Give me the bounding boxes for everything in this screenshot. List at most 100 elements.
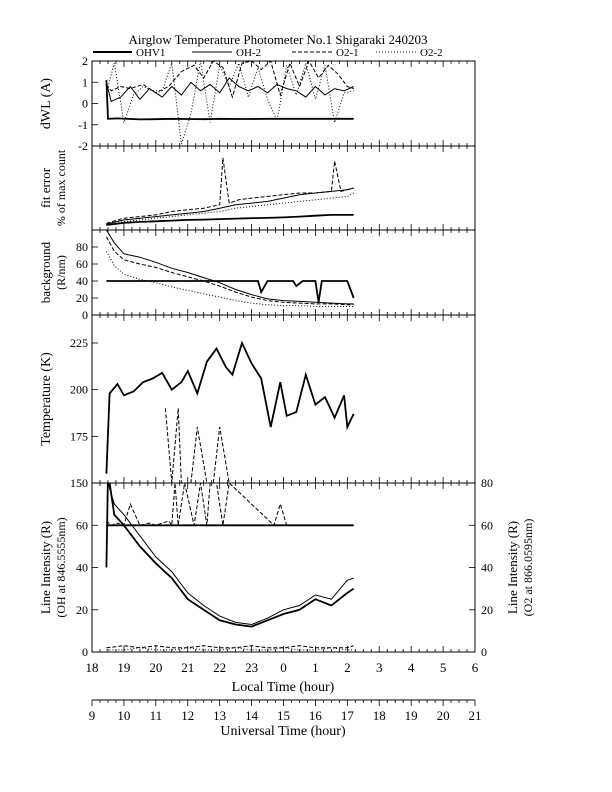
local-tick-label: 23 [245, 660, 258, 675]
y-label2-int: (OH at 846.5555nm) [54, 517, 68, 617]
y-tick-label-right: 20 [481, 603, 493, 617]
series-group-int [105, 483, 355, 651]
series-int-oh2-1 [105, 483, 354, 626]
y-tick-label: 40 [76, 561, 88, 575]
series-dwl-ohv1-0 [105, 80, 354, 121]
y-label2-bg: (R/nm) [54, 255, 68, 290]
ut-tick-label: 14 [245, 708, 259, 723]
series-group-bg [105, 230, 355, 307]
legend-label-o22: O2-2 [420, 47, 443, 59]
local-tick-label: 5 [440, 660, 447, 675]
series-fit-o22-3 [106, 192, 354, 226]
series-temp-o21-1 [164, 408, 242, 483]
local-tick-label: 6 [472, 660, 479, 675]
series-bg-oh2-1 [105, 230, 354, 305]
chart-title: Airglow Temperature Photometer No.1 Shig… [129, 32, 428, 47]
y-label2-fit: % of max count [54, 149, 68, 226]
local-tick-label: 21 [181, 660, 194, 675]
y-tick-label-right: 60 [481, 518, 493, 532]
local-tick-label: 22 [213, 660, 226, 675]
ut-tick-label: 12 [181, 708, 194, 723]
local-tick-label: 4 [408, 660, 415, 675]
y-tick-label: 60 [76, 518, 88, 532]
y-tick-label: 200 [70, 383, 88, 397]
legend-label-ohv1: OHV1 [136, 47, 165, 59]
panel-bg: 0 20 40 60 80 background (R/nm) [38, 229, 476, 322]
y-tick-label: 20 [76, 603, 88, 617]
series-bg-ohv1-0 [106, 280, 355, 303]
series-int-o21-5 [106, 483, 288, 527]
series-group-temp [105, 340, 355, 483]
y-tick-label-right: 80 [481, 476, 493, 490]
y-tick-label: 150 [70, 476, 88, 490]
local-tick-label: 18 [86, 660, 99, 675]
ut-tick-label: 20 [437, 708, 450, 723]
local-time-axis: 18 19 20 21 22 23 0 1 2 3 4 5 6 Local Time (hour) [86, 660, 479, 695]
y-label-right: Line Intensity (R) [505, 521, 520, 614]
series-fit-ohv1-0 [106, 213, 354, 226]
panel-frame-int [91, 482, 476, 653]
series-group-fit [106, 157, 354, 226]
y-label-temp: Temperature (K) [39, 352, 54, 446]
local-tick-label: 3 [376, 660, 383, 675]
local-tick-label: 20 [149, 660, 162, 675]
series-fit-o21-2 [106, 157, 354, 224]
series-bg-o22-3 [105, 251, 354, 307]
local-time-label: Local Time (hour) [232, 680, 335, 695]
y-tick-label: 175 [70, 429, 88, 443]
local-tick-label: 0 [280, 660, 287, 675]
y-tick-label: 60 [76, 257, 88, 271]
y-label-right2: (O2 at 866.0595nm) [521, 519, 535, 617]
y-tick-label: 0 [82, 308, 88, 322]
ut-tick-label: 17 [341, 708, 355, 723]
panels: -2 -1 0 1 2 dWL (A) fit error% of max count 0 20… [38, 54, 535, 659]
series-dwl-o21-2 [106, 61, 354, 99]
universal-time-label: Universal Time (hour) [220, 724, 346, 739]
legend-label-o21: O2-1 [336, 47, 359, 59]
ut-tick-label: 11 [150, 708, 163, 723]
y-tick-label-right: 0 [481, 645, 487, 659]
y-label-fit: fit error [38, 167, 53, 208]
series-int-o21-2 [106, 645, 354, 649]
panel-temp: 150 175 200 225 Temperature (K) [39, 314, 476, 490]
universal-time-axis: 9 10 11 12 13 14 15 16 17 18 19 20 21 Universal Time… [89, 699, 482, 739]
y-label-dwl: dWL (A) [39, 78, 54, 130]
y-tick-label: 2 [82, 54, 88, 68]
ut-tick-label: 21 [469, 708, 482, 723]
y-label-bg: background [38, 241, 53, 303]
ut-tick-label: 15 [277, 708, 290, 723]
series-temp-ohv1-0 [105, 340, 355, 474]
series-group-dwl [105, 61, 354, 145]
y-tick-label: -1 [78, 118, 88, 132]
y-tick-label: 20 [76, 291, 88, 305]
y-label-int: Line Intensity (R) [38, 521, 53, 614]
y-tick-label: 40 [76, 274, 88, 288]
series-int-ohv1-0 [105, 483, 355, 628]
y-tick-label: 80 [76, 240, 88, 254]
legend-label-oh2: OH-2 [236, 47, 261, 59]
ut-tick-label: 19 [405, 708, 418, 723]
ut-tick-label: 18 [373, 708, 386, 723]
local-tick-label: 19 [117, 660, 130, 675]
ut-tick-label: 13 [213, 708, 226, 723]
legend: OHV1 OH-2 O2-1 O2-2 [93, 47, 443, 59]
ut-tick-label: 9 [89, 708, 96, 723]
series-int-o22-3 [106, 647, 354, 651]
ut-tick-label: 10 [117, 708, 130, 723]
y-tick-label-right: 40 [481, 561, 493, 575]
panel-fit: fit error% of max count [38, 145, 476, 231]
panel-frame-dwl [91, 60, 476, 147]
y-tick-label: 0 [82, 645, 88, 659]
y-tick-label: 0 [82, 97, 88, 111]
local-tick-label: 2 [344, 660, 351, 675]
panel-dwl: -2 -1 0 1 2 dWL (A) [39, 54, 476, 153]
series-dwl-oh2-1 [105, 77, 354, 103]
y-tick-label: 225 [70, 336, 88, 350]
y-tick-label: -2 [78, 139, 88, 153]
y-tick-label: 1 [82, 75, 88, 89]
local-tick-label: 1 [312, 660, 319, 675]
series-bg-o21-2 [105, 236, 354, 306]
ut-tick-label: 16 [309, 708, 323, 723]
